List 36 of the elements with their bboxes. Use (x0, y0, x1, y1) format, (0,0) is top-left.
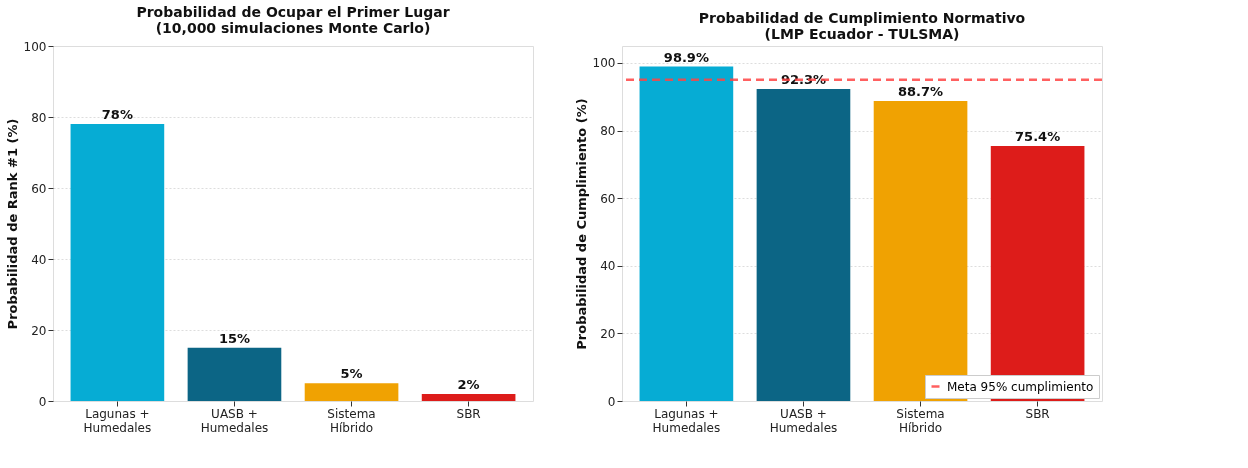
chart-title: Probabilidad de Cumplimiento Normativo (LMP Ecuador - TULSMA) (698, 10, 1026, 42)
y-tick-label: 0 (607, 394, 616, 409)
x-tick-label: SBR (1025, 406, 1050, 421)
x-tick-label: Lagunas + Humedales (652, 406, 721, 435)
x-tick-label: Sistema Híbrido (327, 406, 376, 435)
data-label: 75.4% (1015, 129, 1061, 145)
x-tick-label: UASB + Humedales (200, 406, 269, 435)
y-tick-label: 20 (600, 326, 616, 341)
bar (70, 124, 165, 401)
legend-label: Meta 95% cumplimiento (947, 379, 1094, 394)
data-label: 5% (340, 366, 363, 382)
y-tick-label: 100 (592, 56, 616, 71)
y-tick-label: 20 (31, 323, 47, 338)
data-label: 78% (101, 107, 133, 123)
y-axis-title: Probabilidad de Rank #1 (%) (4, 118, 20, 330)
y-tick-label: 80 (600, 124, 616, 139)
chart-title: Probabilidad de Ocupar el Primer Lugar (10,000 simulaciones Monte Carlo) (136, 4, 450, 36)
bar (304, 383, 399, 401)
y-axis-title: Probabilidad de Cumplimiento (%) (573, 98, 589, 350)
x-tick-label: UASB + Humedales (769, 406, 838, 435)
y-tick-label: 40 (600, 259, 616, 274)
x-tick-label: Lagunas + Humedales (83, 406, 152, 435)
bar (187, 347, 282, 401)
data-label: 15% (218, 330, 251, 346)
x-tick-label: SBR (456, 406, 481, 421)
data-label: 2% (457, 376, 480, 392)
y-tick-label: 40 (31, 252, 47, 267)
y-tick-label: 100 (23, 39, 47, 54)
data-label: 88.7% (897, 84, 944, 100)
y-tick-label: 60 (600, 191, 616, 206)
y-tick-label: 0 (38, 394, 47, 409)
x-tick-label: Sistema Híbrido (896, 406, 945, 435)
data-label: 98.9% (663, 49, 709, 65)
y-tick-label: 80 (31, 110, 47, 125)
bar (421, 393, 516, 401)
y-tick-label: 60 (31, 181, 47, 196)
